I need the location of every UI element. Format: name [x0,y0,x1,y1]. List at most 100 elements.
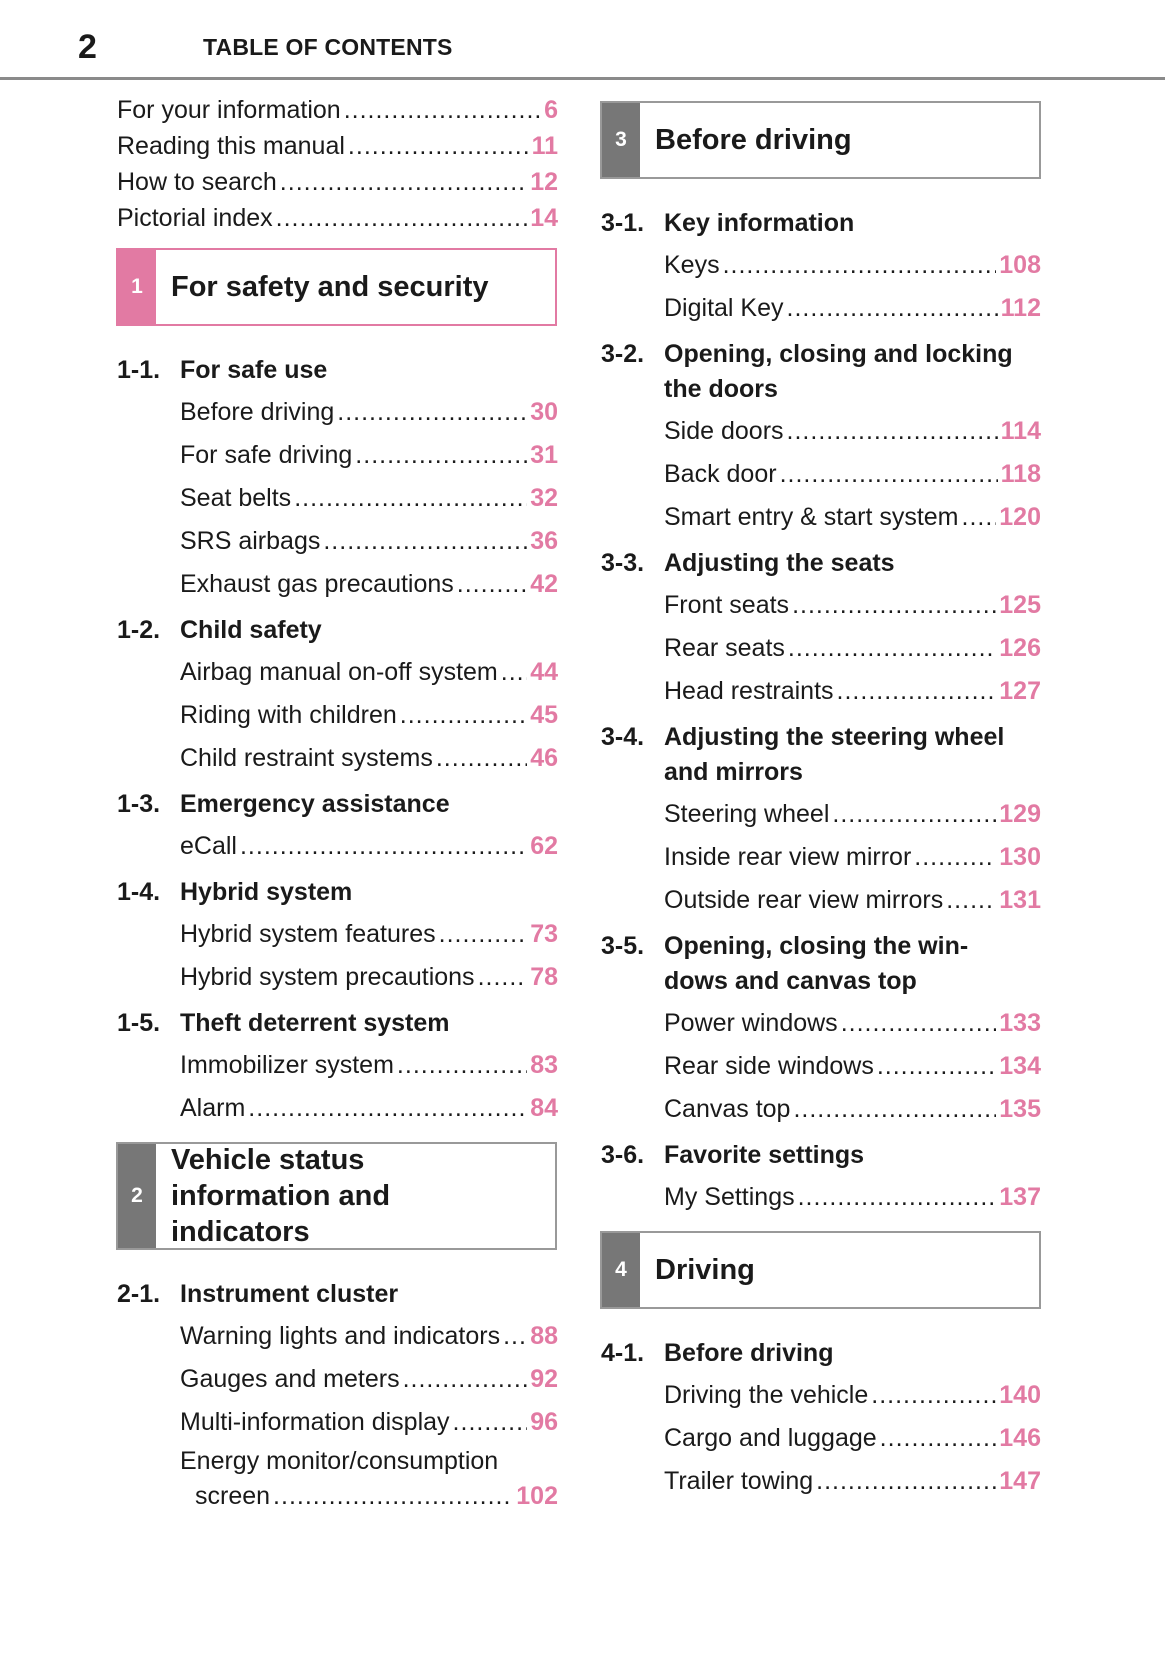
page-link[interactable]: 83 [530,1051,558,1079]
toc-entry[interactable]: Head restraints 127 [601,670,1041,713]
toc-entry[interactable]: Cargo and luggage 146 [601,1417,1041,1460]
toc-entry[interactable]: For your information 6 [117,92,558,128]
section-heading[interactable]: 4-1. Before driving [601,1336,1041,1374]
section-heading[interactable]: 3-3. Adjusting the seats [601,546,1041,584]
toc-entry[interactable]: How to search 12 [117,164,558,200]
page-link[interactable]: 6 [544,95,558,124]
page-link[interactable]: 84 [530,1094,558,1122]
page-link[interactable]: 36 [530,527,558,555]
toc-entry[interactable]: Gauges and meters 92 [117,1358,558,1401]
page-link[interactable]: 11 [531,131,558,160]
section-heading[interactable]: 1-5. Theft deterrent system [117,1006,558,1044]
page-link[interactable]: 131 [999,886,1041,914]
section-heading[interactable]: 3-1. Key information [601,206,1041,244]
toc-entry[interactable]: Hybrid system precautions 78 [117,956,558,999]
chapter-header-3[interactable]: 3 Before driving [600,101,1041,179]
toc-entry[interactable]: For safe driving 31 [117,434,558,477]
toc-entry[interactable]: Steering wheel 129 [601,793,1041,836]
page-link[interactable]: 108 [999,251,1041,279]
section-heading[interactable]: 3-4. Adjusting the steering wheel and mirr… [601,720,1041,793]
toc-entry[interactable]: Trailer towing 147 [601,1460,1041,1503]
section-heading[interactable]: 1-2. Child safety [117,613,558,651]
page-link[interactable]: 130 [999,843,1041,871]
page-link[interactable]: 12 [530,167,558,196]
toc-entry[interactable]: Immobilizer system 83 [117,1044,558,1087]
page-link[interactable]: 78 [530,963,558,991]
section-heading[interactable]: 1-4. Hybrid system [117,875,558,913]
page-link[interactable]: 135 [999,1095,1041,1123]
page-link[interactable]: 96 [530,1408,558,1436]
chapter-header-2[interactable]: 2 Vehicle status information and indicators [116,1142,557,1250]
toc-entry[interactable]: Rear side windows 134 [601,1045,1041,1088]
page-link[interactable]: 120 [999,503,1041,531]
section-heading[interactable]: 3-2. Opening, closing and locking the door… [601,337,1041,410]
toc-entry[interactable]: Keys 108 [601,244,1041,287]
page-link[interactable]: 118 [1000,460,1041,488]
page-link[interactable]: 62 [530,832,558,860]
page-link[interactable]: 73 [530,920,558,948]
page-link[interactable]: 147 [999,1467,1041,1495]
entry-label: Side doors [664,417,784,445]
page-link[interactable]: 129 [999,800,1041,828]
page-link[interactable]: 137 [999,1183,1041,1211]
toc-entry[interactable]: Reading this manual 11 [117,128,558,164]
toc-entry[interactable]: Side doors 114 [601,410,1041,453]
page-link[interactable]: 133 [999,1009,1041,1037]
chapter-header-1[interactable]: 1 For safety and security [116,248,557,326]
page-link[interactable]: 114 [1000,417,1041,445]
chapter-header-4[interactable]: 4 Driving [600,1231,1041,1309]
page-link[interactable]: 92 [530,1365,558,1393]
page-link[interactable]: 127 [999,677,1041,705]
page-link[interactable]: 134 [999,1052,1041,1080]
toc-entry[interactable]: Before driving 30 [117,391,558,434]
page-link[interactable]: 31 [530,441,558,469]
toc-entry[interactable]: Warning lights and indicators 88 [117,1315,558,1358]
section-heading[interactable]: 3-5. Opening, closing the win-dows and ca… [601,929,1041,1002]
toc-entry[interactable]: Airbag manual on-off system 44 [117,651,558,694]
toc-entry[interactable]: Pictorial index 14 [117,200,558,236]
section-heading[interactable]: 2-1. Instrument cluster [117,1277,558,1315]
entry-label: Pictorial index [117,203,273,232]
page-link[interactable]: 140 [999,1381,1041,1409]
page-link[interactable]: 42 [530,570,558,598]
page-link[interactable]: 45 [530,701,558,729]
toc-entry[interactable]: Back door 118 [601,453,1041,496]
page-link[interactable]: 88 [530,1322,558,1350]
page-link[interactable]: 146 [999,1424,1041,1452]
page-link[interactable]: 125 [999,591,1041,619]
toc-entry[interactable]: Child restraint systems 46 [117,737,558,780]
page-link[interactable]: 14 [530,203,558,232]
section-number: 1-2. [117,616,161,644]
section-heading[interactable]: 1-1. For safe use [117,353,558,391]
toc-entry[interactable]: Canvas top 135 [601,1088,1041,1131]
toc-entry[interactable]: Digital Key 112 [601,287,1041,330]
section-3-2: 3-2. Opening, closing and locking the door… [601,330,1041,539]
page-link[interactable]: 44 [530,658,558,686]
toc-entry[interactable]: screen 102 [117,1479,558,1514]
toc-entry[interactable]: eCall 62 [117,825,558,868]
section-heading[interactable]: 3-6. Favorite settings [601,1138,1041,1176]
toc-entry[interactable]: Riding with children 45 [117,694,558,737]
section-heading[interactable]: 1-3. Emergency assistance [117,787,558,825]
toc-entry[interactable]: Rear seats 126 [601,627,1041,670]
toc-entry[interactable]: My Settings 137 [601,1176,1041,1219]
toc-entry[interactable]: Hybrid system features 73 [117,913,558,956]
toc-entry[interactable]: Multi-information display 96 [117,1401,558,1444]
page-link[interactable]: 32 [530,484,558,512]
toc-entry[interactable]: Seat belts 32 [117,477,558,520]
toc-entry[interactable]: Power windows 133 [601,1002,1041,1045]
page-link[interactable]: 46 [530,744,558,772]
toc-entry[interactable]: Front seats 125 [601,584,1041,627]
page-link[interactable]: 102 [516,1482,558,1510]
section-number: 3-3. [601,549,645,577]
toc-entry[interactable]: Outside rear view mirrors 131 [601,879,1041,922]
page-link[interactable]: 112 [1000,294,1041,322]
toc-entry[interactable]: Driving the vehicle 140 [601,1374,1041,1417]
page-link[interactable]: 30 [530,398,558,426]
page-link[interactable]: 126 [999,634,1041,662]
toc-entry[interactable]: Exhaust gas precautions 42 [117,563,558,606]
toc-entry[interactable]: Inside rear view mirror 130 [601,836,1041,879]
toc-entry[interactable]: Smart entry & start system 120 [601,496,1041,539]
toc-entry[interactable]: SRS airbags 36 [117,520,558,563]
toc-entry[interactable]: Alarm 84 [117,1087,558,1130]
